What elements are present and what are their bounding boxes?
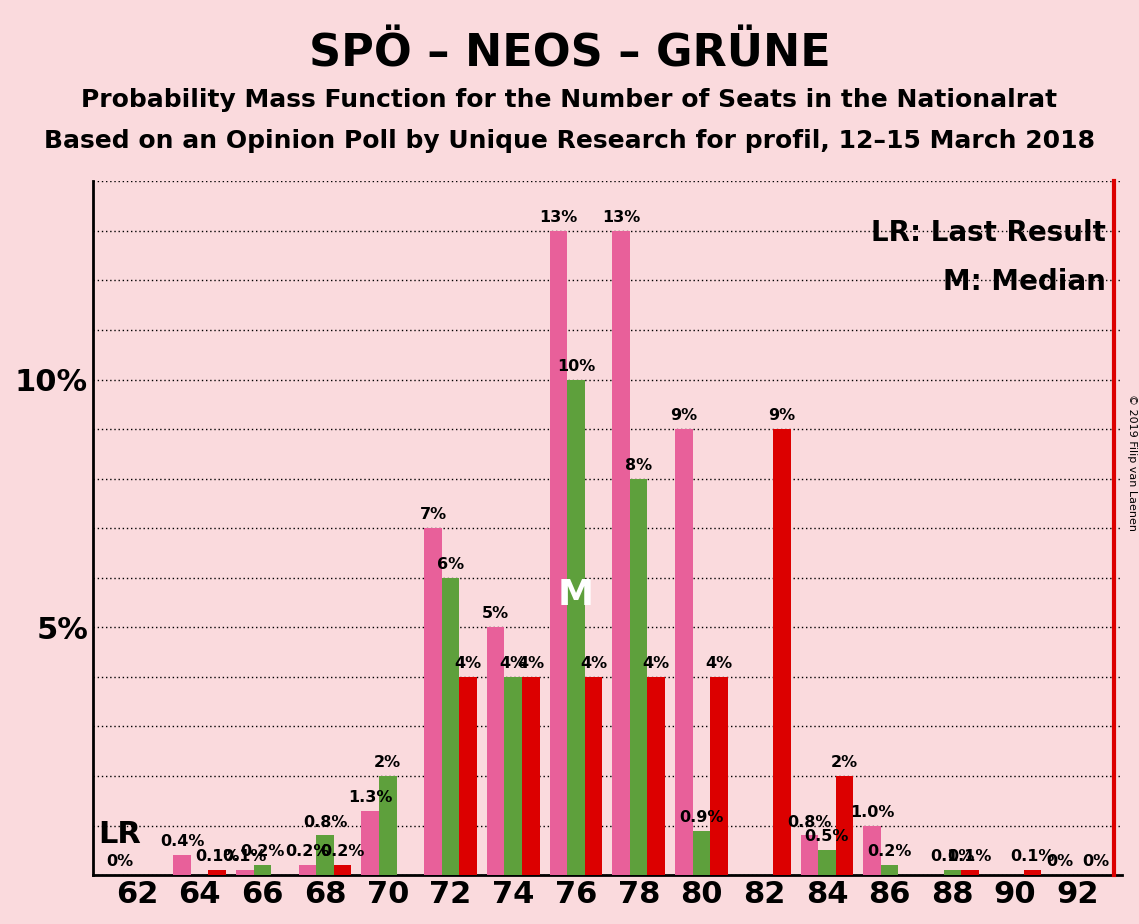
Text: 0%: 0% [1082,854,1109,869]
Bar [505,677,522,875]
Text: M: M [558,578,595,613]
Text: 1.3%: 1.3% [349,790,393,805]
Bar [818,850,836,875]
Text: 0.1%: 0.1% [1010,849,1055,864]
Bar [567,380,584,875]
Bar [442,578,459,875]
Text: 0.8%: 0.8% [303,815,347,830]
Bar [1024,870,1041,875]
Bar [459,677,477,875]
Text: 0.8%: 0.8% [787,815,831,830]
Text: 0.2%: 0.2% [868,845,912,859]
Bar [693,831,711,875]
Text: 13%: 13% [539,210,577,225]
Text: 5%: 5% [482,606,509,622]
Text: 1.0%: 1.0% [850,805,894,820]
Text: 0.4%: 0.4% [159,834,204,849]
Text: 0.1%: 0.1% [931,849,975,864]
Text: 0.5%: 0.5% [805,830,849,845]
Text: Based on an Opinion Poll by Unique Research for profil, 12–15 March 2018: Based on an Opinion Poll by Unique Resea… [44,129,1095,153]
Text: Probability Mass Function for the Number of Seats in the Nationalrat: Probability Mass Function for the Number… [81,88,1058,112]
Bar [173,856,191,875]
Text: 0%: 0% [106,854,133,869]
Text: SPÖ – NEOS – GRÜNE: SPÖ – NEOS – GRÜNE [309,32,830,76]
Bar [361,810,379,875]
Bar [801,835,818,875]
Bar [550,231,567,875]
Bar [584,677,603,875]
Text: 13%: 13% [603,210,640,225]
Bar [254,865,271,875]
Bar [773,429,790,875]
Text: 4%: 4% [642,656,670,671]
Text: 4%: 4% [580,656,607,671]
Bar [236,870,254,875]
Bar [943,870,961,875]
Text: 0%: 0% [1047,854,1074,869]
Bar [961,870,978,875]
Bar [675,429,693,875]
Text: 0.9%: 0.9% [679,809,723,824]
Bar [647,677,665,875]
Text: © 2019 Filip van Laenen: © 2019 Filip van Laenen [1126,394,1137,530]
Bar [379,776,396,875]
Bar [298,865,317,875]
Text: 4%: 4% [454,656,482,671]
Text: 2%: 2% [375,755,401,770]
Bar [486,627,505,875]
Text: 8%: 8% [625,457,653,473]
Text: 4%: 4% [517,656,544,671]
Text: M: Median: M: Median [943,268,1106,296]
Text: 7%: 7% [419,507,446,522]
Text: LR: Last Result: LR: Last Result [871,220,1106,248]
Text: 6%: 6% [437,557,464,572]
Text: 4%: 4% [705,656,732,671]
Bar [424,529,442,875]
Text: 0.1%: 0.1% [948,849,992,864]
Text: 0.1%: 0.1% [195,849,239,864]
Bar [317,835,334,875]
Text: LR: LR [98,820,141,848]
Text: 9%: 9% [768,408,795,423]
Bar [334,865,352,875]
Text: 0.2%: 0.2% [286,845,329,859]
Text: 10%: 10% [557,359,595,373]
Text: 2%: 2% [831,755,858,770]
Bar [522,677,540,875]
Bar [836,776,853,875]
Text: 9%: 9% [671,408,697,423]
Text: 4%: 4% [500,656,527,671]
Bar [613,231,630,875]
Bar [208,870,226,875]
Text: 0.2%: 0.2% [240,845,285,859]
Bar [880,865,899,875]
Text: 0.2%: 0.2% [320,845,364,859]
Bar [630,479,647,875]
Bar [711,677,728,875]
Bar [863,825,880,875]
Text: 0.1%: 0.1% [222,849,267,864]
